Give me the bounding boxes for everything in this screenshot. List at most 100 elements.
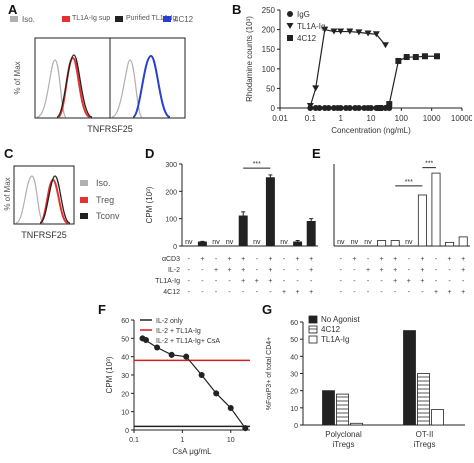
treatment-sign: + xyxy=(296,256,300,263)
treatment-sign: - xyxy=(228,278,231,285)
treatment-sign: - xyxy=(340,289,343,296)
data-point xyxy=(395,57,402,64)
treatment-sign: - xyxy=(380,278,383,285)
data-point xyxy=(198,372,205,378)
bar xyxy=(350,422,363,426)
treatment-row-label: TL1A-Ig xyxy=(155,278,180,285)
data-point xyxy=(321,26,329,33)
category-label: OT-II xyxy=(416,430,434,439)
data-point xyxy=(316,105,323,111)
nv-label: nv xyxy=(185,239,193,246)
y-tick-label: 150 xyxy=(262,45,276,54)
legend-4c12: 4C12 xyxy=(174,15,194,24)
legend-swatch-iso-c xyxy=(80,180,88,186)
treatment-sign: - xyxy=(269,289,272,296)
treatment-sign: - xyxy=(340,278,343,285)
nv-label: nv xyxy=(337,239,345,246)
bar xyxy=(458,236,468,247)
bar xyxy=(322,390,335,426)
treatment-sign: - xyxy=(188,256,191,263)
y-tick-label: 20 xyxy=(290,389,298,396)
data-point xyxy=(346,28,354,35)
treatment-sign: + xyxy=(461,289,465,296)
y-axis-label: %FoxP3+ of total CD4+ xyxy=(266,337,273,411)
panel-label-d: D xyxy=(145,146,155,161)
treatment-sign: - xyxy=(242,289,245,296)
x-tick-label: 100 xyxy=(395,114,409,123)
data-point xyxy=(306,103,314,110)
treatment-sign: - xyxy=(188,289,191,296)
data-point xyxy=(403,54,410,61)
treatment-sign: + xyxy=(309,256,313,263)
y-tick-label: 200 xyxy=(165,189,177,196)
treatment-sign: - xyxy=(340,256,343,263)
x-tick-label: 10 xyxy=(367,114,376,123)
bar xyxy=(445,241,455,247)
panel-c-xlabel: TNFRSF25 xyxy=(21,230,67,240)
data-point xyxy=(346,105,353,111)
data-point xyxy=(377,105,384,111)
y-axis-label: CPM (10³) xyxy=(105,356,114,393)
bar xyxy=(403,330,416,426)
data-point xyxy=(213,390,220,397)
treatment-sign: - xyxy=(296,278,299,285)
histogram-box-c xyxy=(13,165,75,225)
legend-swatch xyxy=(308,335,318,344)
treatment-sign: + xyxy=(434,289,438,296)
treatment-sign: + xyxy=(309,267,313,274)
treatment-sign: - xyxy=(201,278,204,285)
y-tick-label: 0 xyxy=(294,423,298,430)
y-tick-label: 300 xyxy=(165,162,177,169)
treatment-sign: - xyxy=(353,267,356,274)
y-tick-label: 50 xyxy=(266,84,275,93)
legend-swatch xyxy=(308,315,318,324)
category-label: iTregs xyxy=(333,440,355,449)
legend-label: 4C12 xyxy=(321,325,341,334)
panel-c-ylabel: % of Max xyxy=(3,177,12,210)
treatment-sign: + xyxy=(352,256,356,263)
nv-label: nv xyxy=(351,239,359,246)
bar xyxy=(197,241,207,247)
treatment-sign: + xyxy=(420,256,424,263)
treatment-sign: + xyxy=(393,267,397,274)
treatment-row-label: αCD3 xyxy=(162,256,180,263)
nv-label: nv xyxy=(364,239,372,246)
bar xyxy=(417,194,427,247)
treatment-sign: - xyxy=(367,289,370,296)
significance-label: *** xyxy=(425,161,433,168)
legend-swatch-treg xyxy=(80,197,88,203)
bar xyxy=(336,393,349,426)
significance-label: *** xyxy=(405,179,413,186)
treatment-sign: + xyxy=(448,289,452,296)
legend-swatch-tl1a-sup xyxy=(62,16,70,22)
treatment-sign: + xyxy=(366,267,370,274)
treatment-sign: + xyxy=(268,256,272,263)
treatment-sign: - xyxy=(256,289,259,296)
legend-label: IgG xyxy=(297,10,310,19)
x-tick-label: 10 xyxy=(227,437,235,444)
x-tick-label: 1000 xyxy=(423,114,441,123)
treatment-sign: - xyxy=(283,278,286,285)
y-tick-label: 100 xyxy=(262,65,276,74)
y-tick-label: 100 xyxy=(165,217,177,224)
data-point xyxy=(355,105,362,111)
treatment-sign: - xyxy=(201,267,204,274)
y-tick-label: 30 xyxy=(290,372,298,379)
treatment-sign: + xyxy=(380,256,384,263)
treatment-sign: + xyxy=(420,278,424,285)
treatment-sign: + xyxy=(200,256,204,263)
panel-b-chart: 0.01 0.1 1 10 100 1000 10000 0 50 100 150 200 250 Con… xyxy=(245,6,472,135)
bar xyxy=(431,172,441,247)
legend-label: 4C12 xyxy=(297,34,317,43)
data-point xyxy=(312,85,320,92)
legend-label: IL-2 only xyxy=(156,318,183,325)
legend-label: IL-2 + TL1A-Ig xyxy=(156,328,201,335)
bar xyxy=(265,177,275,247)
y-tick-label: 40 xyxy=(290,354,298,361)
data-point xyxy=(154,344,161,351)
legend-swatch-iso xyxy=(10,16,18,22)
y-tick-label: 0 xyxy=(125,428,129,435)
treatment-sign: + xyxy=(241,267,245,274)
treatment-sign: - xyxy=(462,278,465,285)
treatment-sign: - xyxy=(201,289,204,296)
